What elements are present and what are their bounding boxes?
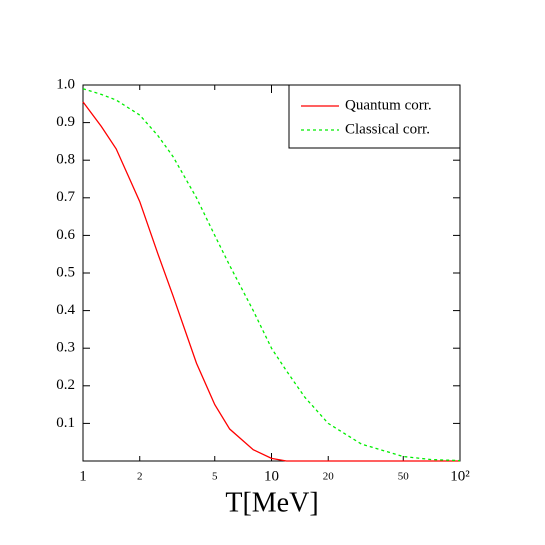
y-tick-label: 0.8 bbox=[56, 152, 75, 168]
y-tick-label: 1.0 bbox=[56, 76, 75, 92]
x-axis-label: T[MeV] bbox=[225, 487, 318, 518]
y-tick-label: 0.5 bbox=[56, 264, 75, 280]
y-tick-label: 0.1 bbox=[56, 415, 75, 431]
y-tick-label: 0.9 bbox=[56, 114, 75, 130]
x-tick-label: 2 bbox=[137, 471, 143, 483]
x-tick-label: 1 bbox=[79, 468, 87, 484]
y-tick-label: 0.7 bbox=[56, 189, 75, 205]
legend-box bbox=[288, 84, 461, 149]
x-tick-label: 50 bbox=[398, 471, 410, 483]
x-tick-label: 20 bbox=[323, 471, 335, 483]
x-tick-label: 10 bbox=[264, 468, 279, 484]
legend-label: Quantum corr. bbox=[345, 97, 432, 113]
x-tick-label: 5 bbox=[212, 471, 218, 483]
y-tick-label: 0.6 bbox=[56, 227, 75, 243]
line-series bbox=[82, 88, 461, 462]
y-tick-label: 0.3 bbox=[56, 340, 75, 356]
y-tick-label: 0.4 bbox=[56, 302, 75, 318]
line-series bbox=[82, 101, 460, 462]
legend-label: Classical corr. bbox=[345, 121, 430, 137]
x-tick-label: 10² bbox=[450, 468, 470, 484]
y-tick-label: 0.2 bbox=[56, 377, 75, 393]
